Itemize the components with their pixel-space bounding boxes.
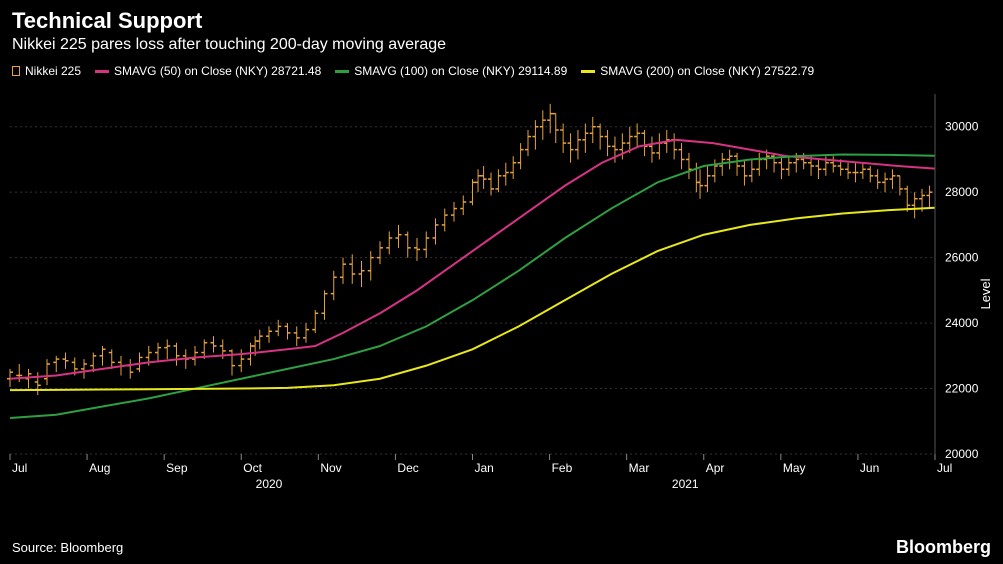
svg-text:22000: 22000	[945, 382, 979, 396]
legend-label: Nikkei 225	[25, 64, 81, 78]
svg-text:2021: 2021	[672, 477, 699, 491]
svg-text:Jul: Jul	[937, 461, 952, 475]
legend-item: SMAVG (200) on Close (NKY) 27522.79	[581, 64, 814, 78]
legend-label: SMAVG (50) on Close (NKY) 28721.48	[114, 64, 321, 78]
chart-footer: Source: Bloomberg Bloomberg	[12, 537, 991, 558]
legend-item: SMAVG (50) on Close (NKY) 28721.48	[95, 64, 321, 78]
svg-text:26000: 26000	[945, 251, 979, 265]
chart-title: Technical Support	[12, 8, 991, 34]
svg-text:30000: 30000	[945, 120, 979, 134]
legend-swatch	[12, 66, 20, 76]
chart-svg: 20000 22000 24000 26000 28000 30000 Jul Aug Sep O…	[0, 84, 1003, 504]
svg-text:Jan: Jan	[475, 461, 494, 475]
legend-item: SMAVG (100) on Close (NKY) 29114.89	[335, 64, 567, 78]
svg-text:Mar: Mar	[629, 461, 650, 475]
chart-subtitle: Nikkei 225 pares loss after touching 200…	[12, 36, 991, 54]
svg-text:Jul: Jul	[12, 461, 27, 475]
svg-text:Oct: Oct	[243, 461, 262, 475]
svg-text:Apr: Apr	[706, 461, 725, 475]
brand-label: Bloomberg	[896, 537, 991, 558]
y-axis-label: Level	[978, 278, 993, 309]
svg-text:2020: 2020	[256, 477, 283, 491]
svg-text:Dec: Dec	[397, 461, 418, 475]
svg-text:20000: 20000	[945, 447, 979, 461]
legend-label: SMAVG (100) on Close (NKY) 29114.89	[354, 64, 567, 78]
legend-swatch	[95, 70, 109, 73]
svg-text:28000: 28000	[945, 185, 979, 199]
svg-text:24000: 24000	[945, 316, 979, 330]
svg-text:May: May	[783, 461, 806, 475]
svg-text:Jun: Jun	[860, 461, 879, 475]
legend-item: Nikkei 225	[12, 64, 81, 78]
legend-swatch	[581, 70, 595, 73]
chart-legend: Nikkei 225 SMAVG (50) on Close (NKY) 2872…	[0, 58, 1003, 80]
svg-text:Sep: Sep	[166, 461, 188, 475]
chart-plot-area: 20000 22000 24000 26000 28000 30000 Jul Aug Sep O…	[0, 84, 1003, 504]
svg-text:Nov: Nov	[320, 461, 341, 475]
chart-header: Technical Support Nikkei 225 pares loss …	[0, 0, 1003, 58]
legend-label: SMAVG (200) on Close (NKY) 27522.79	[600, 64, 814, 78]
svg-text:Feb: Feb	[552, 461, 573, 475]
legend-swatch	[335, 70, 349, 73]
svg-text:Aug: Aug	[89, 461, 110, 475]
source-label: Source: Bloomberg	[12, 540, 123, 555]
